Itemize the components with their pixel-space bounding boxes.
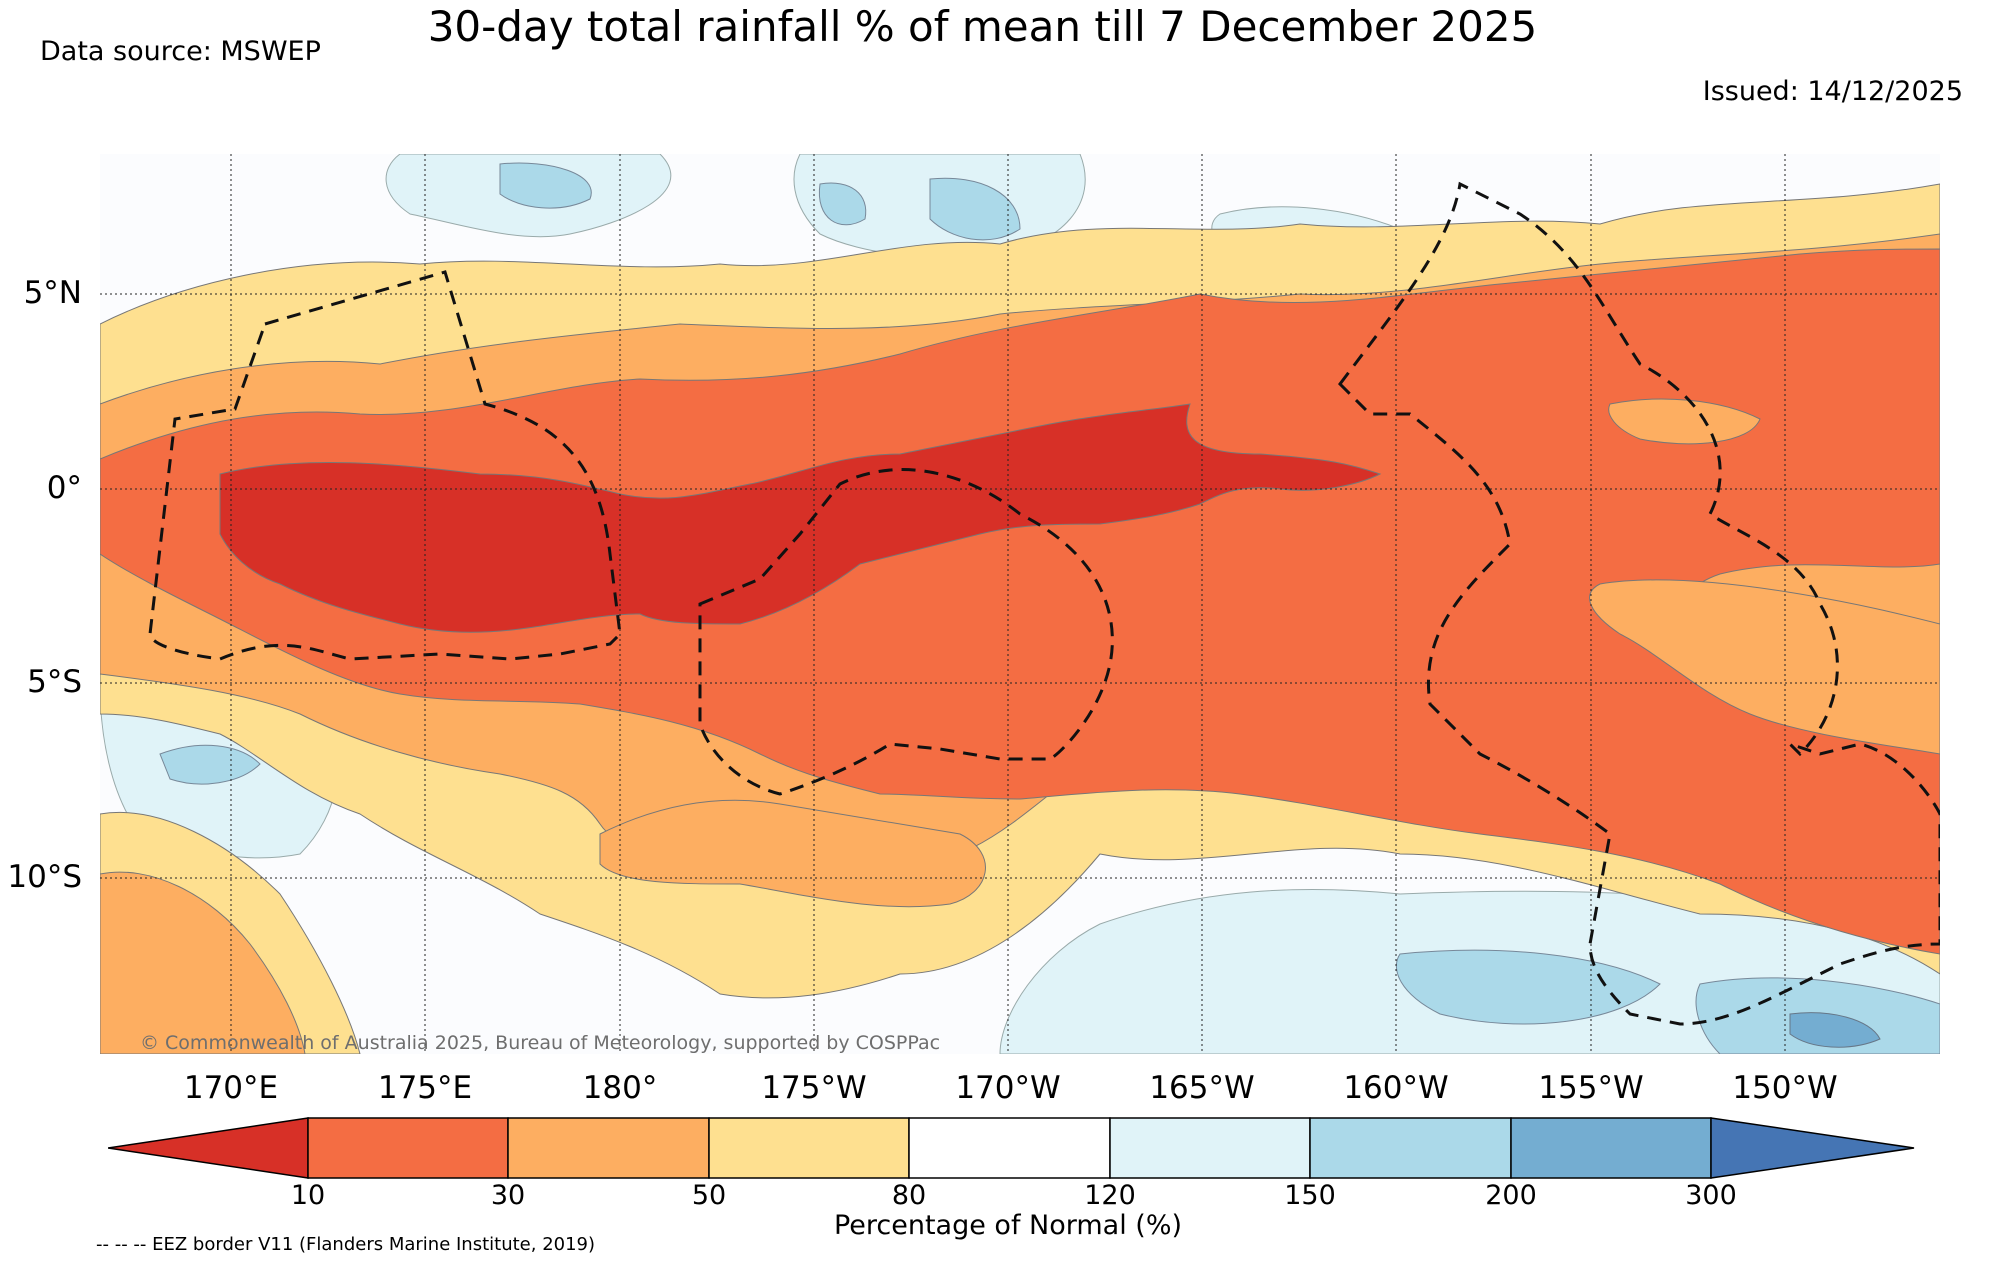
lon-label-155w: 155°W — [1538, 1070, 1644, 1106]
colorbar-segment-lt10 — [108, 1117, 309, 1179]
lat-label-10s: 10°S — [7, 859, 82, 895]
colorbar — [108, 1117, 1915, 1179]
eez-borders — [148, 181, 1940, 1026]
wet-patch-north-6 — [818, 182, 867, 226]
colorbar-segment-120-150 — [1109, 1117, 1311, 1179]
dry-band-lt10 — [219, 403, 1382, 633]
dry-lobe-south — [599, 799, 986, 908]
lat-label-equator: 0° — [46, 470, 82, 506]
lon-label-160w: 160°W — [1343, 1070, 1449, 1106]
wet-patch-north-4 — [499, 162, 592, 209]
colorbar-segment-30-50 — [507, 1117, 710, 1179]
wet-patch-southwest-core — [159, 744, 261, 785]
colorbar-segment-10-30 — [307, 1117, 509, 1179]
colorbar-tick-10: 10 — [290, 1180, 326, 1211]
eez-border-east — [1338, 181, 1940, 1026]
colorbar-tick-80: 80 — [891, 1180, 927, 1211]
lon-label-170e: 170°E — [183, 1070, 279, 1106]
lon-label-150w: 150°W — [1732, 1070, 1838, 1106]
lon-label-175w: 175°W — [761, 1070, 867, 1106]
dry-island-east-2 — [1608, 398, 1761, 445]
data-source: Data source: MSWEP — [40, 36, 321, 67]
lat-label-5s: 5°S — [27, 664, 82, 700]
wet-patch-southeast-core-3 — [1789, 1012, 1881, 1048]
colorbar-tick-30: 30 — [490, 1180, 526, 1211]
copyright-note: © Commonwealth of Australia 2025, Bureau… — [140, 1032, 941, 1054]
rainfall-map — [100, 154, 1940, 1054]
colorbar-tick-150: 150 — [1284, 1180, 1336, 1211]
eez-legend-note: -- -- -- EEZ border V11 (Flanders Marine… — [96, 1234, 596, 1255]
lon-label-165w: 165°W — [1149, 1070, 1255, 1106]
lon-label-170w: 170°W — [955, 1070, 1061, 1106]
colorbar-tick-300: 300 — [1685, 1180, 1737, 1211]
colorbar-tick-120: 120 — [1084, 1180, 1136, 1211]
graticule — [100, 154, 1940, 1054]
eez-border-central — [698, 468, 1114, 796]
colorbar-segment-gt300 — [1710, 1117, 1915, 1179]
map-canvas — [100, 154, 1940, 1054]
map-title: 30-day total rainfall % of mean till 7 D… — [427, 2, 1538, 51]
dry-anomaly-layer — [100, 183, 1940, 1054]
lon-label-175e: 175°E — [377, 1070, 473, 1106]
wet-patch-southeast-core — [1395, 949, 1661, 1025]
wet-anomaly-layer — [100, 154, 1940, 1054]
dry-island-east — [1589, 579, 1940, 755]
lat-label-5n: 5°N — [23, 275, 82, 311]
colorbar-tick-200: 200 — [1485, 1180, 1537, 1211]
colorbar-segment-150-200 — [1309, 1117, 1512, 1179]
issued-date: Issued: 14/12/2025 — [1702, 76, 1963, 107]
eez-border-west — [148, 270, 622, 661]
colorbar-segment-50-80 — [708, 1117, 910, 1179]
lon-label-180: 180° — [582, 1070, 658, 1106]
dry-corner-southwest-inner — [100, 871, 306, 1054]
colorbar-tick-50: 50 — [691, 1180, 727, 1211]
colorbar-label: Percentage of Normal (%) — [833, 1210, 1183, 1241]
colorbar-segment-80-120 — [908, 1117, 1111, 1179]
wet-patch-north-5 — [929, 177, 1021, 241]
colorbar-segment-200-300 — [1510, 1117, 1712, 1179]
